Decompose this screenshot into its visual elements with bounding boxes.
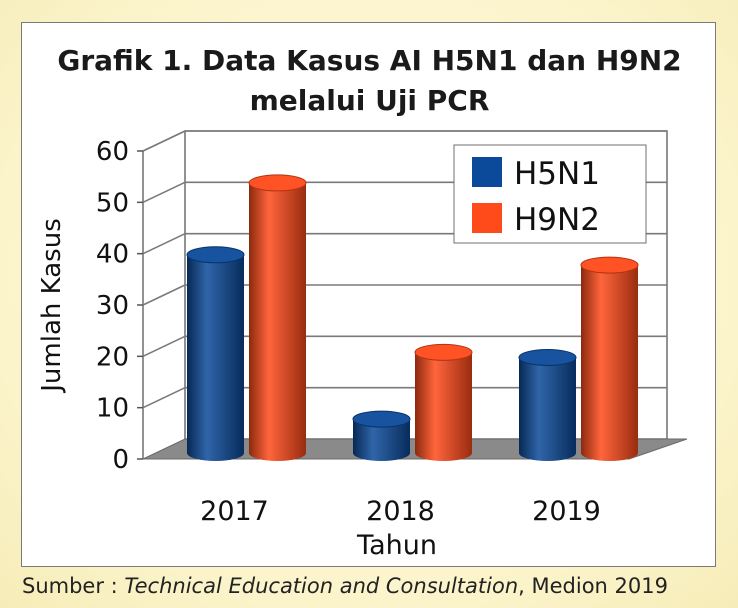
y-tick-label: 10 (96, 394, 129, 424)
y-axis-title: Jumlah Kasus (37, 218, 67, 393)
bar-top-h9n2-2018 (414, 343, 473, 361)
gridline-side (142, 284, 186, 306)
y-tick-label: 20 (96, 342, 129, 372)
gridline-side (142, 335, 186, 358)
source-suffix: , Medion 2019 (518, 574, 668, 598)
y-tick-label: 40 (96, 240, 129, 270)
bar-h9n2-2018 (415, 352, 472, 461)
legend-label-h9n2: H9N2 (514, 202, 600, 238)
bar-chart: 0 10 20 30 40 50 60 2017 2018 2019 Tahun Jumlah Kas… (37, 130, 688, 561)
legend-label-h5n1: H5N1 (514, 156, 600, 192)
bar-h5n1-2017 (187, 254, 244, 461)
bar-h5n1-2018 (353, 419, 410, 461)
bar-h9n2-2019 (581, 265, 638, 461)
bar-h9n2-2017 (249, 182, 306, 461)
source-caption: Sumber : Technical Education and Consult… (22, 574, 722, 598)
y-tick-label: 50 (96, 188, 129, 218)
bar-top-h5n1-2019 (518, 348, 577, 366)
y-tick-label: 30 (96, 291, 129, 321)
bar-h5n1-2019 (519, 357, 576, 461)
bar-top-h5n1-2018 (352, 410, 411, 428)
x-tick-label: 2017 (200, 496, 269, 527)
chart-frame: Grafik 1. Data Kasus AI H5N1 dan H9N2 me… (21, 22, 716, 567)
legend-swatch-h9n2 (472, 203, 502, 233)
source-prefix: Sumber : (22, 574, 125, 598)
x-tick-label: 2019 (532, 496, 601, 527)
chart-title-line-2: melalui Uji PCR (249, 84, 490, 117)
y-tick-label: 0 (112, 445, 129, 475)
chart-title: Grafik 1. Data Kasus AI H5N1 dan H9N2 me… (22, 41, 717, 121)
bar-top-h9n2-2017 (248, 174, 307, 192)
x-axis-title: Tahun (356, 530, 437, 561)
chart-title-line-1: Grafik 1. Data Kasus AI H5N1 dan H9N2 (57, 44, 682, 77)
source-italic: Technical Education and Consultation (124, 574, 519, 598)
gridline-side (142, 130, 186, 152)
bar-top-h9n2-2019 (580, 256, 639, 274)
x-tick-label: 2018 (366, 496, 435, 527)
gridline-side (142, 232, 186, 255)
y-tick-label: 60 (96, 137, 129, 167)
gridline-side (142, 181, 186, 204)
legend-swatch-h5n1 (472, 157, 502, 187)
gridline-side (142, 386, 186, 409)
bar-top-h5n1-2017 (186, 246, 245, 264)
